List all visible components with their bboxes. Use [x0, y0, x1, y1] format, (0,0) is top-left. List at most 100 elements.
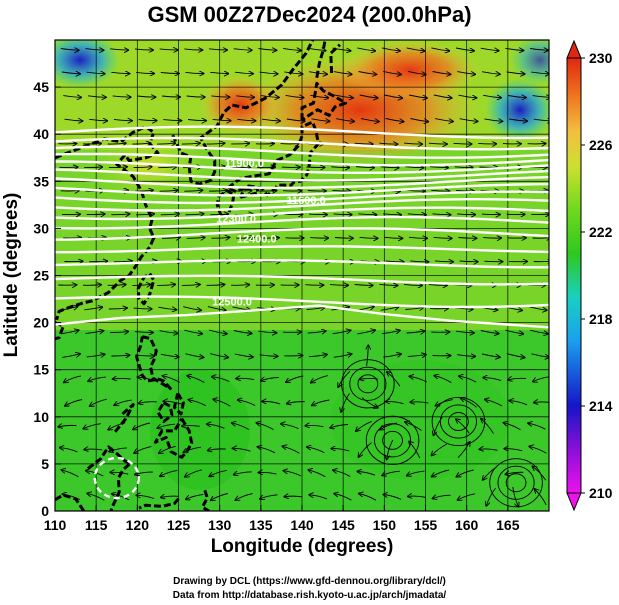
wind-arrow	[533, 119, 549, 121]
wind-arrow	[506, 72, 525, 74]
wind-arrow	[285, 95, 304, 97]
coastline	[156, 401, 174, 423]
wind-arrow	[159, 190, 178, 191]
wind-arrow	[235, 493, 253, 501]
coastline	[138, 497, 180, 510]
wind-arrow	[114, 399, 132, 405]
wind-arrow	[136, 355, 154, 356]
wind-arrow	[385, 261, 404, 262]
wind-arrow	[210, 214, 228, 215]
wind-arrow	[232, 423, 250, 430]
wind-arrow	[134, 49, 153, 50]
wind-arrow	[212, 377, 230, 382]
wind-arrow	[157, 143, 175, 144]
wind-arrow	[384, 237, 402, 238]
wind-arrow	[158, 167, 176, 168]
wind-arrow	[479, 449, 498, 450]
wind-arrow	[260, 96, 279, 98]
wind-arrow	[407, 70, 426, 74]
wind-arrow	[283, 471, 302, 477]
wind-arrow	[183, 446, 201, 452]
colorbar-min-arrow	[566, 492, 582, 512]
wind-arrow	[334, 494, 352, 501]
height-contour	[55, 259, 549, 269]
wind-arrow	[185, 469, 202, 477]
wind-arrow	[504, 449, 523, 451]
wind-arrow	[334, 94, 353, 98]
wind-arrow	[485, 399, 503, 407]
wind-arrow	[160, 214, 179, 215]
wind-arrow	[457, 355, 475, 357]
wind-arrow	[60, 330, 79, 335]
wind-arrow	[135, 472, 153, 475]
wind-arrow	[508, 378, 526, 380]
wind-arrow	[480, 330, 499, 334]
x-tick-label: 125	[167, 517, 191, 533]
wind-arrow	[359, 442, 372, 457]
x-tick-label: 160	[455, 517, 479, 533]
coastline	[329, 43, 341, 74]
wind-arrow	[207, 306, 226, 311]
wind-arrow	[137, 96, 155, 97]
height-contour	[55, 215, 549, 230]
wind-arrow	[133, 422, 151, 430]
wind-arrow	[307, 191, 326, 192]
wind-arrow	[108, 167, 127, 168]
wind-arrow	[185, 214, 204, 215]
credit-drawing: Drawing by DCL (https://www.gfd-dennou.o…	[173, 576, 446, 587]
wind-arrow	[332, 330, 351, 335]
wind-arrow	[432, 469, 449, 477]
wind-arrow	[112, 494, 130, 501]
wind-arrow	[60, 448, 78, 453]
wind-arrow	[358, 214, 376, 215]
wind-arrow	[183, 306, 201, 311]
wind-arrow	[428, 285, 447, 286]
wind-arrow	[458, 493, 475, 500]
wind-arrow	[287, 402, 305, 404]
wind-arrow	[459, 261, 478, 262]
contour-label: 12400.0	[237, 234, 277, 246]
wind-arrow	[133, 308, 152, 309]
wind-arrow	[159, 445, 177, 453]
wind-arrow	[85, 331, 104, 334]
wind-arrow	[359, 94, 378, 98]
x-axis-ticks: 110 115 120 125 130 135 140 145 150 155 160 165	[44, 505, 520, 533]
wind-arrow	[286, 375, 304, 382]
wind-arrow	[157, 423, 176, 428]
wind-arrow	[309, 72, 327, 75]
wind-arrow	[182, 426, 200, 427]
wind-arrow	[383, 495, 402, 500]
height-contour	[55, 136, 549, 151]
wind-arrow	[82, 285, 101, 286]
wind-arrow	[455, 47, 474, 51]
wind-arrow	[529, 446, 547, 454]
wind-arrow	[410, 402, 429, 403]
colorbar-tick-label: 226	[589, 137, 613, 153]
wind-arrow	[161, 237, 180, 238]
wind-arrow	[404, 284, 422, 285]
height-contours	[55, 125, 549, 500]
wind-arrow	[506, 353, 525, 358]
wind-arrow	[386, 402, 404, 404]
wind-arrow	[406, 331, 425, 333]
wind-arrow	[284, 72, 302, 74]
wind-arrow	[355, 167, 374, 168]
wind-arrow	[89, 119, 107, 121]
wind-arrow	[236, 96, 254, 98]
wind-arrow	[113, 119, 132, 120]
wind-arrow	[528, 306, 547, 311]
height-contour	[55, 182, 549, 197]
wind-arrow	[311, 119, 330, 122]
wind-arrow	[433, 237, 452, 238]
coastline	[315, 40, 327, 78]
wind-arrow	[407, 214, 426, 215]
wind-arrow	[456, 469, 474, 477]
wind-arrow	[333, 354, 352, 358]
wind-arrow	[309, 495, 328, 500]
wind-arrow	[111, 214, 129, 215]
wind-arrow	[481, 353, 500, 357]
contour-label: 11900.0	[225, 158, 264, 170]
y-tick-label: 30	[33, 220, 49, 236]
wind-arrow	[432, 71, 451, 75]
wind-arrow	[309, 355, 327, 357]
